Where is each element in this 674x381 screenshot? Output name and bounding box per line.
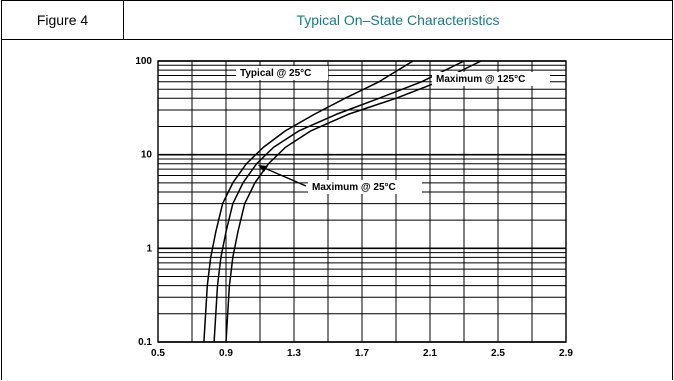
y-tick-label: 10 <box>141 150 153 161</box>
annotation-leader <box>261 166 307 187</box>
x-tick-label: 1.7 <box>355 348 369 359</box>
annotation-arrowhead <box>258 165 268 172</box>
annotation-label-2: Maximum @ 125°C <box>436 74 525 85</box>
annotation-bg <box>308 180 422 194</box>
annotation-label-1: Typical @ 25°C <box>240 68 311 79</box>
x-tick-label: 2.5 <box>491 348 505 359</box>
annotation-bg <box>432 72 550 86</box>
x-tick-label: 2.9 <box>559 348 573 359</box>
series-line-2 <box>213 60 465 343</box>
y-tick-label: 1 <box>146 243 152 254</box>
figure-header: Figure 4 Typical On–State Characteristic… <box>2 1 672 40</box>
y-tick-label: 0.1 <box>138 337 152 348</box>
x-tick-label: 2.1 <box>423 348 437 359</box>
annotation-label-3: Maximum @ 25°C <box>312 182 396 193</box>
x-tick-label: 0.9 <box>219 348 233 359</box>
figure-label: Figure 4 <box>2 1 124 39</box>
series-line-1 <box>203 60 414 343</box>
plot-border <box>157 60 567 343</box>
y-tick-label: 100 <box>135 56 152 67</box>
series-line-3 <box>225 60 482 343</box>
chart-title: Typical On–State Characteristics <box>296 12 500 28</box>
x-tick-label: 0.5 <box>151 348 165 359</box>
annotation-bg <box>236 66 328 80</box>
x-tick-label: 1.3 <box>287 348 301 359</box>
